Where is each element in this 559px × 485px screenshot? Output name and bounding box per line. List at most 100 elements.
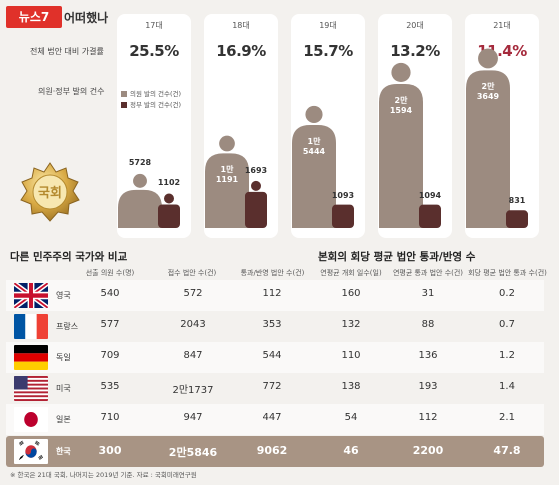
table-cell: 138 bbox=[341, 381, 361, 392]
member-value-label: 1만 5444 bbox=[302, 137, 326, 157]
table-cell: 47.8 bbox=[493, 444, 521, 457]
rate-value: 16.9% bbox=[216, 42, 266, 60]
rate-value: 25.5% bbox=[129, 42, 179, 60]
member-figure-head bbox=[219, 135, 235, 152]
uk-flag-icon bbox=[14, 283, 48, 308]
member-value-label: 1만 1191 bbox=[215, 165, 239, 185]
table-cell: 160 bbox=[341, 288, 361, 299]
table-cell: 535 bbox=[100, 381, 120, 392]
tick-label: 17대 bbox=[145, 21, 163, 30]
table-row: 한국 300 2만5846 9062 46 2200 47.8 bbox=[6, 436, 544, 467]
member-bar bbox=[379, 84, 423, 228]
member-figure-head bbox=[305, 105, 323, 124]
gov-bar bbox=[506, 210, 528, 228]
country-name: 한국 bbox=[56, 447, 71, 456]
assembly-emblem-icon: 국회 bbox=[20, 162, 80, 222]
column-header: 접수 법안 수(건) bbox=[167, 269, 217, 277]
legend-swatch bbox=[121, 102, 127, 108]
table-cell: 2만1737 bbox=[172, 385, 214, 396]
table-cell: 300 bbox=[98, 444, 122, 457]
member-value-label: 5728 bbox=[128, 157, 152, 167]
gov-value-label: 1094 bbox=[418, 190, 442, 200]
jp-flag-icon bbox=[14, 407, 48, 432]
legend-label: 의원 발의 건수(건) bbox=[130, 90, 182, 98]
table-cell: 544 bbox=[262, 350, 282, 361]
table-row: 미국 535 2만1737 772 138 193 1.4 bbox=[6, 373, 544, 404]
tick-label: 18대 bbox=[232, 21, 250, 30]
country-name: 미국 bbox=[56, 384, 71, 393]
table-cell: 88 bbox=[421, 319, 435, 330]
table-row: 독일 709 847 544 110 136 1.2 bbox=[6, 342, 544, 373]
row-stripe bbox=[6, 404, 544, 435]
column-header: 연평균 개회 일수(일) bbox=[320, 269, 382, 277]
table-cell: 1.2 bbox=[499, 350, 515, 361]
country-name: 독일 bbox=[56, 353, 71, 362]
country-name: 프랑스 bbox=[56, 322, 79, 331]
gov-value-label: 1093 bbox=[331, 190, 355, 200]
table-cell: 947 bbox=[183, 412, 203, 423]
news-logo: 뉴스7 bbox=[6, 6, 62, 28]
table-cell: 2만5846 bbox=[168, 446, 218, 459]
table-cell: 193 bbox=[418, 381, 438, 392]
legend-label: 정부 발의 건수(건) bbox=[130, 101, 182, 109]
member-value-label: 2만 1594 bbox=[389, 96, 413, 116]
table-cell: 54 bbox=[344, 412, 358, 423]
table-cell: 2200 bbox=[412, 444, 444, 457]
gov-value-label: 831 bbox=[508, 196, 526, 206]
table-cell: 572 bbox=[183, 288, 203, 299]
row-stripe bbox=[6, 342, 544, 373]
table-cell: 112 bbox=[418, 412, 438, 423]
member-bar bbox=[118, 189, 162, 228]
gov-bar bbox=[332, 204, 354, 228]
counts-row-label: 의원·정부 발의 건수 bbox=[38, 87, 105, 96]
rate-value: 13.2% bbox=[390, 42, 440, 60]
table-cell: 132 bbox=[341, 319, 361, 330]
column-header: 연평균 통과 법안 수(건) bbox=[392, 269, 464, 277]
column-header: 통과/반영 법안 수(건) bbox=[240, 269, 305, 277]
us-flag-icon bbox=[14, 376, 48, 401]
column-header: 회당 평균 법안 통과 수(건) bbox=[468, 269, 547, 277]
header-title: 어떠했나 bbox=[64, 11, 109, 25]
member-bar bbox=[292, 125, 336, 228]
de-flag-icon bbox=[14, 345, 48, 370]
legend-swatch bbox=[121, 91, 127, 97]
row-stripe bbox=[6, 280, 544, 311]
gov-bar bbox=[419, 204, 441, 228]
column-header: 선출 의원 수(명) bbox=[85, 269, 135, 277]
tick-label: 21대 bbox=[493, 21, 511, 30]
emblem-text: 국회 bbox=[38, 185, 62, 201]
table-cell: 0.7 bbox=[499, 319, 515, 330]
table-row: 프랑스 577 2043 353 132 88 0.7 bbox=[6, 311, 544, 342]
rate-value: 15.7% bbox=[303, 42, 353, 60]
tick-label: 19대 bbox=[319, 21, 337, 30]
footnote: ※ 한국은 21대 국회, 나머지는 2019년 기준. 자료 : 국회미래연구… bbox=[10, 471, 197, 479]
table-cell: 112 bbox=[262, 288, 282, 299]
fr-flag-icon bbox=[14, 314, 48, 339]
gov-value-label: 1102 bbox=[157, 178, 181, 188]
bill-count-chart bbox=[118, 48, 528, 228]
table-cell: 110 bbox=[341, 350, 361, 361]
table-cell: 2.1 bbox=[499, 412, 515, 423]
gov-figure-head bbox=[164, 193, 174, 204]
gov-value-label: 1693 bbox=[244, 165, 268, 175]
table-cell: 540 bbox=[100, 288, 120, 299]
table-cell: 772 bbox=[262, 381, 282, 392]
table-title-left: 다른 민주주의 국가와 비교 bbox=[10, 251, 128, 263]
gov-bar bbox=[158, 204, 180, 228]
table-title-right: 본회의 회당 평균 법안 통과/반영 수 bbox=[318, 251, 476, 263]
member-figure-head bbox=[133, 173, 147, 188]
table-row: 영국 540 572 112 160 31 0.2 bbox=[6, 280, 544, 311]
table-cell: 9062 bbox=[256, 444, 288, 457]
table-cell: 847 bbox=[183, 350, 203, 361]
table-cell: 136 bbox=[418, 350, 438, 361]
table-cell: 709 bbox=[100, 350, 120, 361]
member-value-label: 2만 3649 bbox=[476, 82, 500, 102]
table-row: 일본 710 947 447 54 112 2.1 bbox=[6, 404, 544, 435]
table-cell: 31 bbox=[421, 288, 435, 299]
gov-figure-head bbox=[251, 180, 261, 191]
gov-bar bbox=[245, 191, 267, 228]
rate-row-label: 전체 법안 대비 가결률 bbox=[30, 47, 104, 56]
legend-member: 의원 발의 건수(건) bbox=[121, 88, 181, 98]
table-cell: 710 bbox=[100, 412, 120, 423]
